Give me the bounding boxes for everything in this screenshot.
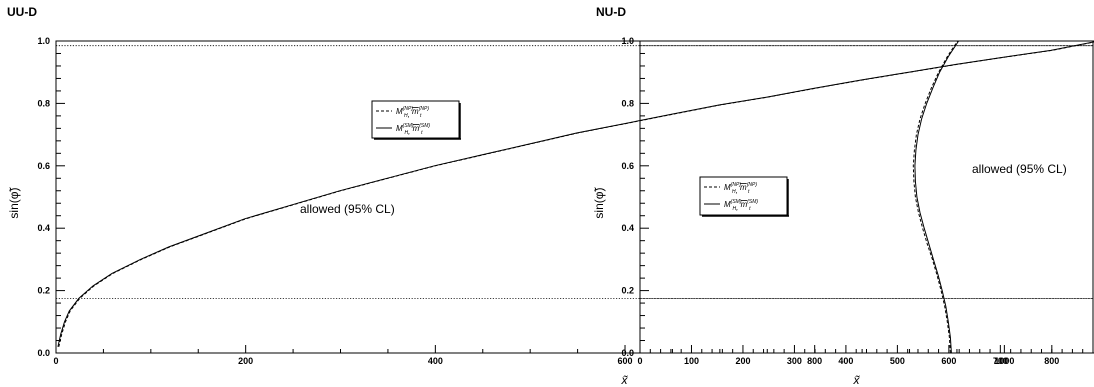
y-tick-label: 0.6 [37, 161, 50, 171]
x-tick-label: 800 [1044, 356, 1059, 366]
chart-panel-2: NU-D 0 100 200 300 400 500 600 700 800 0.0 0.2 0.4 0.… [592, 5, 1094, 387]
x-axis-label: x̃ [853, 373, 861, 387]
plot-frame [55, 40, 1094, 354]
y-tick-label: 0.8 [37, 98, 50, 108]
legend-entry-label: M(SM) H, m(SM) t [724, 199, 758, 212]
legend: M(NP) H, m(NP) t M(SM) H, m(SM) t [699, 176, 789, 217]
y-tick-label: 0.0 [621, 348, 634, 358]
x-tick-label: 300 [787, 356, 802, 366]
allowed-region-label: allowed (95% CL) [300, 202, 395, 216]
chart-title: NU-D [596, 5, 626, 19]
legend: M(NP) H, m(NP) t M(SM) H, m(SM) t [371, 100, 461, 140]
y-tick-label: 0.2 [37, 286, 50, 296]
x-tick-label: 1000 [994, 356, 1014, 366]
y-tick-label: 0.6 [621, 161, 634, 171]
y-tick-label: 0.4 [37, 223, 50, 233]
x-tick-label: 200 [238, 356, 253, 366]
x-tick-label: 100 [684, 356, 699, 366]
y-tick-label: 1.0 [621, 36, 634, 46]
series-np-line [912, 40, 959, 354]
y-tick-label: 0.4 [621, 223, 634, 233]
legend-entry-label: M(SM) H, m(SM) t [396, 123, 430, 136]
y-tick-label: 0.0 [37, 348, 50, 358]
x-tick-label: 600 [941, 356, 956, 366]
legend-box [371, 100, 460, 139]
chart-panel-1: UU-D0200400600800100012000.00.20.40.60.8… [7, 5, 1094, 387]
series-sm-line [57, 41, 1094, 347]
x-axis-label: x̃ [621, 373, 629, 387]
chart-title: UU-D [7, 5, 37, 19]
y-axis-label: sin(φ̃) [7, 186, 21, 218]
x-tick-label: 0 [637, 356, 642, 366]
legend-entry-label: M(NP) H, m(NP) t [396, 106, 429, 119]
series-np-line [58, 41, 1094, 347]
legend-box [699, 176, 788, 216]
legend-entry-label: M(NP) H, m(NP) t [724, 182, 757, 195]
allowed-region-label: allowed (95% CL) [972, 162, 1067, 176]
x-tick-label: 200 [735, 356, 750, 366]
x-tick-label: 0 [53, 356, 58, 366]
x-tick-label: 400 [838, 356, 853, 366]
y-tick-label: 0.2 [621, 286, 634, 296]
y-tick-label: 1.0 [37, 36, 50, 46]
x-tick-label: 700 [993, 356, 1008, 366]
x-tick-label: 600 [618, 356, 633, 366]
series-sm-line [914, 40, 960, 354]
x-tick-label: 800 [807, 356, 822, 366]
x-tick-label: 500 [890, 356, 905, 366]
y-axis-label: sin(φ̃) [592, 186, 606, 218]
x-tick-label: 400 [428, 356, 443, 366]
y-tick-label: 0.8 [621, 98, 634, 108]
